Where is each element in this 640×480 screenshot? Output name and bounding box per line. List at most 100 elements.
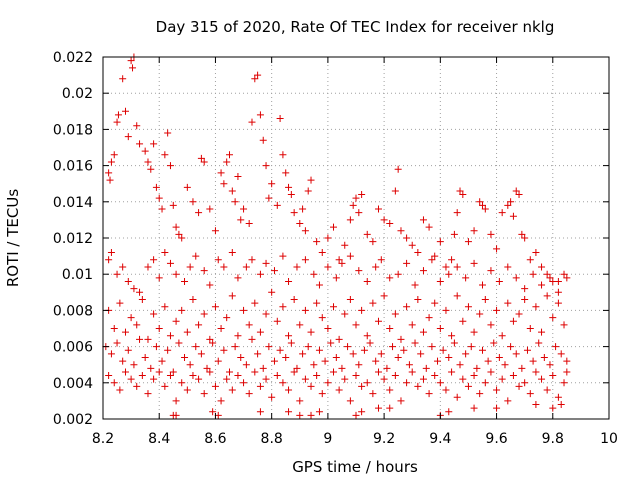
data-point xyxy=(453,292,461,300)
data-point xyxy=(133,122,141,130)
data-point xyxy=(228,386,236,394)
y-tick-label: 0.012 xyxy=(53,231,93,247)
data-point xyxy=(414,296,422,304)
x-tick-label: 8.6 xyxy=(204,431,226,447)
data-point xyxy=(403,259,411,267)
data-point xyxy=(107,248,115,256)
data-point xyxy=(273,372,281,380)
data-point xyxy=(256,408,264,416)
data-point xyxy=(299,205,307,213)
data-point xyxy=(175,339,183,347)
data-point xyxy=(226,151,233,159)
data-point xyxy=(436,325,444,332)
data-point xyxy=(346,397,354,405)
data-point xyxy=(448,332,456,340)
data-point xyxy=(549,404,557,412)
data-point xyxy=(358,408,366,416)
data-point xyxy=(164,129,172,137)
data-point xyxy=(538,375,546,383)
chart-title: Day 315 of 2020, Rate Of TEC Index for r… xyxy=(156,18,555,36)
data-point xyxy=(119,263,127,271)
data-point xyxy=(321,357,329,365)
data-point xyxy=(220,180,228,188)
data-point xyxy=(358,306,366,314)
data-point xyxy=(358,191,366,199)
data-point xyxy=(363,379,371,387)
data-point xyxy=(552,343,560,351)
data-point xyxy=(114,111,122,119)
data-point xyxy=(493,245,501,253)
data-point xyxy=(172,411,180,419)
data-point xyxy=(226,368,233,376)
data-point xyxy=(214,357,222,365)
data-point xyxy=(290,209,298,217)
data-point xyxy=(330,303,338,311)
data-point xyxy=(470,259,478,267)
data-point xyxy=(116,386,124,394)
data-point xyxy=(313,372,321,380)
data-point xyxy=(211,303,219,311)
data-point xyxy=(554,277,562,285)
y-tick-label: 0.022 xyxy=(53,50,93,66)
data-point xyxy=(349,201,357,209)
data-point xyxy=(481,205,489,213)
data-point xyxy=(330,223,338,231)
data-point xyxy=(206,205,214,213)
data-point xyxy=(189,198,197,206)
data-point xyxy=(290,296,298,304)
data-point xyxy=(293,364,301,372)
data-point xyxy=(200,158,208,166)
data-point xyxy=(130,361,138,369)
data-point xyxy=(107,158,115,166)
data-point xyxy=(195,209,203,217)
data-point xyxy=(453,263,461,271)
x-axis-ticks: 8.2 8.4 8.6 8.8 9 9.2 9.4 9.6 9.8 10 xyxy=(92,57,618,447)
data-point xyxy=(355,361,363,369)
data-point xyxy=(248,335,256,343)
data-point xyxy=(526,256,534,264)
data-point xyxy=(546,361,554,369)
data-point xyxy=(369,238,377,246)
data-point xyxy=(144,158,152,166)
data-point xyxy=(414,382,422,390)
data-point xyxy=(481,296,489,304)
y-tick-label: 0.004 xyxy=(53,376,93,392)
data-point xyxy=(498,209,506,217)
data-point xyxy=(338,364,346,372)
data-point xyxy=(400,346,408,354)
data-point xyxy=(307,176,315,184)
data-point xyxy=(487,267,495,275)
data-point xyxy=(265,343,273,351)
data-point xyxy=(310,361,318,369)
data-point xyxy=(386,325,394,332)
data-point xyxy=(152,343,160,351)
data-point xyxy=(554,393,562,401)
data-point xyxy=(383,364,391,372)
data-point xyxy=(363,277,371,285)
data-point xyxy=(408,368,416,376)
data-point xyxy=(155,274,163,282)
x-tick-label: 8.2 xyxy=(92,431,114,447)
data-point xyxy=(557,350,565,358)
data-point xyxy=(442,306,450,314)
data-point xyxy=(315,346,323,354)
grid-lines xyxy=(103,57,609,419)
data-point xyxy=(425,314,433,322)
data-point xyxy=(504,201,512,209)
x-tick-label: 9.6 xyxy=(485,431,507,447)
data-point xyxy=(178,306,186,314)
data-point xyxy=(324,379,332,387)
data-point xyxy=(391,310,399,318)
data-point xyxy=(287,191,295,199)
data-point xyxy=(164,346,172,354)
data-point xyxy=(211,382,219,390)
data-point xyxy=(279,151,287,159)
data-point xyxy=(147,165,155,173)
data-point xyxy=(408,321,416,329)
data-point xyxy=(411,281,419,289)
data-point xyxy=(335,386,343,394)
data-point xyxy=(386,274,394,282)
data-point xyxy=(127,375,135,383)
data-point xyxy=(563,274,571,282)
data-point xyxy=(285,183,293,191)
